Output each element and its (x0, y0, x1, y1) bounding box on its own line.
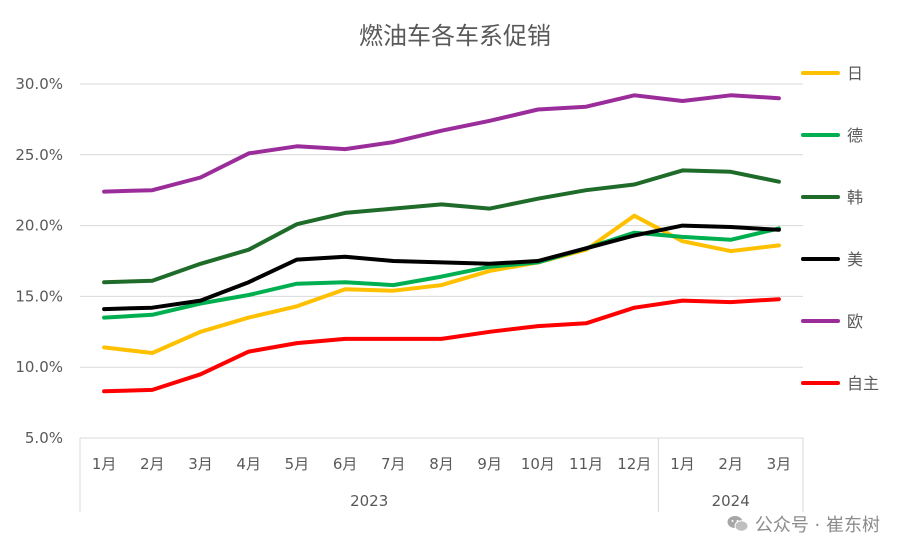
x-tick-label: 3月 (188, 455, 213, 473)
x-tick-label: 5月 (285, 455, 310, 473)
legend-label: 韩 (847, 188, 863, 207)
x-tick-label: 12月 (617, 455, 651, 473)
legend-label: 日 (847, 64, 863, 83)
series-lines (102, 93, 781, 394)
y-tick-label: 15.0% (15, 287, 63, 305)
x-tick-label: 4月 (236, 455, 261, 473)
x-tick-label: 6月 (333, 455, 358, 473)
legend-label: 欧 (847, 312, 863, 331)
series-line-自主 (102, 297, 781, 394)
x-tick-label: 2月 (140, 455, 165, 473)
series-line-欧 (102, 93, 781, 194)
y-tick-label: 10.0% (15, 358, 63, 376)
x-tick-label: 9月 (477, 455, 502, 473)
x-tick-label: 11月 (569, 455, 603, 473)
series-line-日 (102, 213, 781, 355)
x-tick-label: 7月 (381, 455, 406, 473)
y-tick-label: 25.0% (15, 146, 63, 164)
watermark: 公众号 · 崔东树 (727, 511, 880, 537)
watermark-text: 公众号 · 崔东树 (754, 515, 880, 536)
x-group-label: 2023 (350, 492, 388, 510)
y-axis: 5.0% 10.0% 15.0% 20.0% 25.0% 30.0% (15, 75, 63, 447)
y-tick-label: 30.0% (15, 75, 63, 93)
x-axis: 1月 2月 3月 4月 5月 6月 7月 8月 9月 10月 11月 12月 1月 2月 3月 2023 202… (79, 437, 804, 512)
grid-lines (80, 83, 803, 368)
series-line-韩 (102, 168, 781, 285)
chart-title: 燃油车各车系促销 (359, 22, 551, 50)
x-tick-label: 2月 (718, 455, 743, 473)
y-tick-label: 20.0% (15, 217, 63, 235)
x-group-label: 2024 (712, 492, 750, 510)
wechat-icon (727, 516, 749, 532)
x-tick-label: 1月 (92, 455, 117, 473)
x-tick-label: 1月 (670, 455, 695, 473)
x-tick-label: 3月 (767, 455, 792, 473)
series-line-美 (102, 223, 781, 312)
x-tick-label: 8月 (429, 455, 454, 473)
legend-label: 美 (847, 250, 863, 269)
legend-label: 德 (847, 126, 863, 145)
legend-label: 自主 (847, 374, 879, 393)
series-line-德 (102, 226, 781, 320)
y-tick-label: 5.0% (25, 429, 63, 447)
x-tick-label: 10月 (521, 455, 555, 473)
